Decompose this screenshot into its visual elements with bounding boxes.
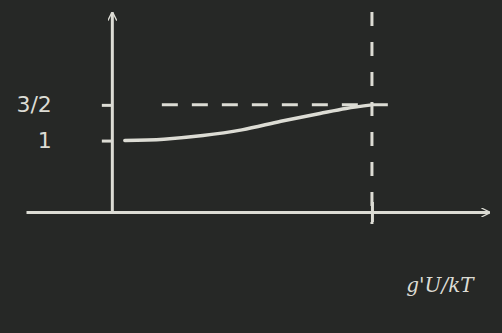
y-axis-line bbox=[111, 13, 114, 213]
plot-area bbox=[125, 105, 372, 141]
y-tick-mark bbox=[102, 104, 112, 107]
x-axis-line bbox=[27, 211, 490, 214]
x-guide-line bbox=[370, 12, 373, 224]
y-tick-label: 1 bbox=[38, 128, 52, 153]
background bbox=[0, 0, 502, 333]
x-axis bbox=[27, 202, 490, 222]
y-tick: 3/2 bbox=[16, 92, 111, 117]
y-tick: 1 bbox=[38, 128, 112, 153]
x-tick bbox=[372, 202, 373, 222]
y-axis: 13/2 bbox=[16, 13, 112, 213]
chart: 13/2g'U/kT bbox=[0, 0, 502, 333]
x-tick-mark bbox=[371, 202, 374, 222]
y-tick-label: 3/2 bbox=[16, 92, 51, 117]
curve bbox=[125, 105, 372, 141]
guides bbox=[162, 12, 397, 224]
x-axis-title: g'U/kT bbox=[406, 273, 475, 297]
y-tick-mark bbox=[102, 140, 112, 143]
